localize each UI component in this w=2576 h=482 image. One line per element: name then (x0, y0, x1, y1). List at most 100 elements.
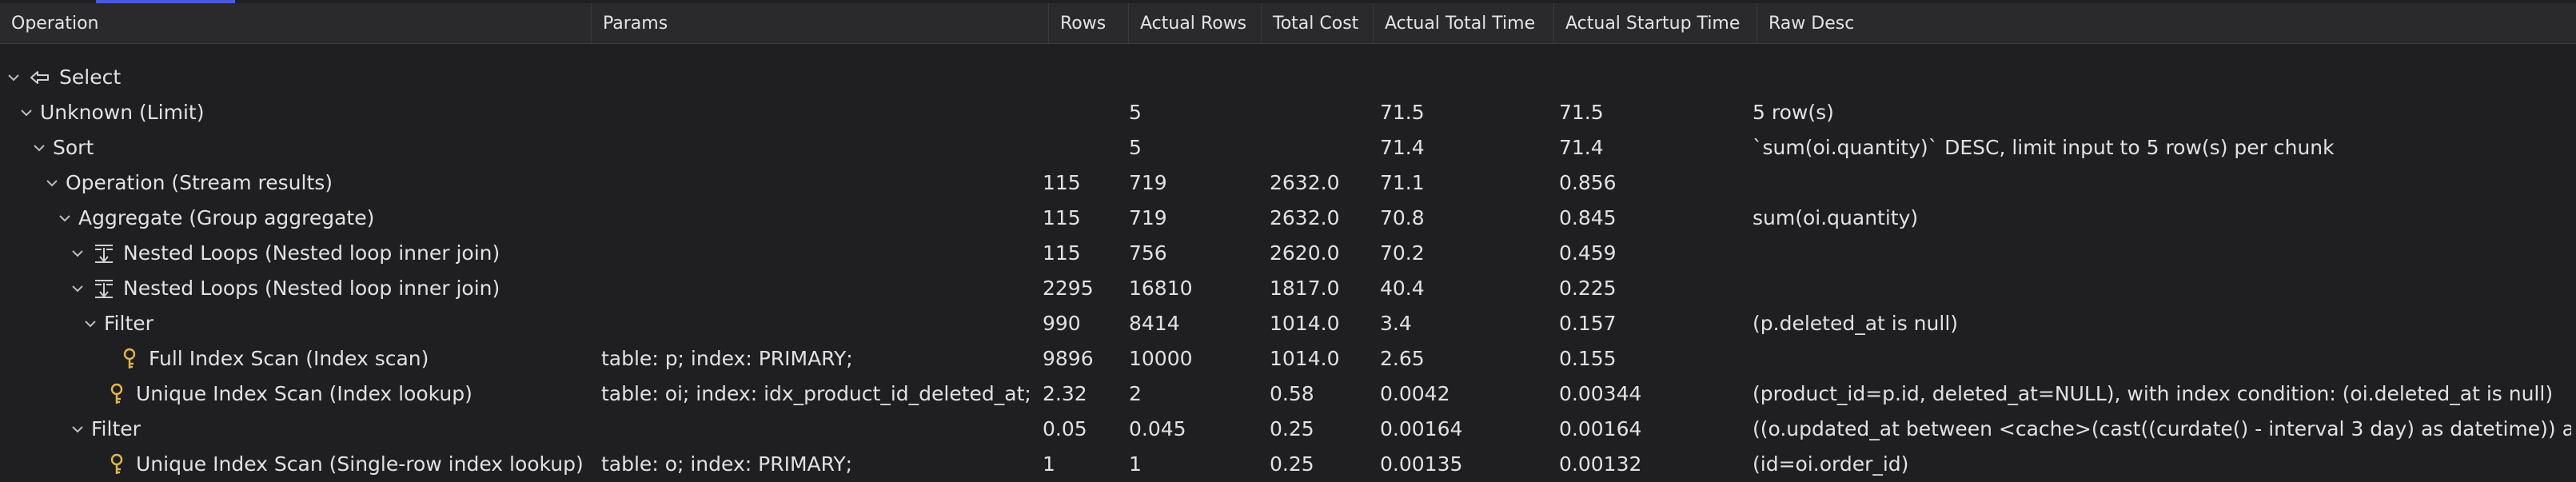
chevron-down-icon[interactable] (70, 422, 85, 436)
column-header-actual-total-time[interactable]: Actual Total Time (1374, 3, 1554, 43)
table-row[interactable]: Select (0, 60, 2576, 95)
params-cell: table: o; index: PRIMARY; (601, 452, 853, 476)
nested-loop-icon (91, 241, 117, 266)
operation-cell: Unique Index Scan (Single-row index look… (83, 447, 675, 482)
column-header-actual-startup-time[interactable]: Actual Startup Time (1554, 3, 1757, 43)
actual-total-time-cell: 71.1 (1380, 171, 1425, 194)
nested-loop-icon (91, 276, 117, 301)
actual-rows-cell: 8414 (1129, 312, 1180, 335)
actual-startup-time-cell: 0.845 (1559, 206, 1617, 229)
operation-label: Sort (53, 136, 94, 159)
table-row[interactable]: Unknown (Limit) 5 71.5 71.5 5 row(s) (0, 95, 2576, 130)
operation-cell: Sort (32, 130, 624, 165)
actual-total-time-cell: 0.0042 (1380, 382, 1450, 405)
actual-rows-cell: 719 (1129, 171, 1167, 194)
raw-desc-cell: (product_id=p.id, deleted_at=NULL), with… (1753, 382, 2554, 405)
chevron-down-icon[interactable] (58, 211, 72, 225)
rows-cell: 9896 (1043, 347, 1094, 370)
total-cost-cell: 2620.0 (1270, 241, 1340, 265)
column-header-rows[interactable]: Rows (1049, 3, 1129, 43)
table-row[interactable]: Nested Loops (Nested loop inner join) 115… (0, 236, 2576, 271)
column-header-label: Rows (1060, 13, 1107, 34)
actual-total-time-cell: 0.00164 (1380, 417, 1463, 440)
chevron-down-icon[interactable] (32, 141, 46, 155)
chevron-down-icon[interactable] (19, 106, 34, 120)
actual-startup-time-cell: 71.4 (1559, 136, 1604, 159)
total-cost-cell: 2632.0 (1270, 206, 1340, 229)
chevron-down-icon[interactable] (6, 70, 21, 85)
raw-desc-cell: (p.deleted_at is null) (1753, 312, 1959, 335)
rows-cell: 115 (1043, 171, 1081, 194)
table-row[interactable]: Unique Index Scan (Single-row index look… (0, 447, 2576, 482)
actual-startup-time-cell: 0.459 (1559, 241, 1617, 265)
params-cell (601, 201, 1039, 236)
rows-cell: 115 (1043, 206, 1081, 229)
total-cost-cell: 1014.0 (1270, 347, 1340, 370)
key-icon (117, 346, 142, 372)
actual-total-time-cell (1380, 60, 1556, 95)
raw-desc-cell (1753, 60, 2571, 95)
total-cost-cell (1270, 130, 1382, 165)
actual-rows-cell: 1 (1129, 452, 1142, 476)
operation-cell: Nested Loops (Nested loop inner join) (70, 236, 662, 271)
operation-label: Filter (91, 417, 141, 440)
column-header-label: Raw Desc (1769, 13, 1855, 34)
column-header-raw-desc[interactable]: Raw Desc (1757, 3, 2576, 43)
column-header-actual-rows[interactable]: Actual Rows (1129, 3, 1262, 43)
table-row[interactable]: Filter 0.05 0.045 0.25 0.00164 0.00164 ((o.upd… (0, 412, 2576, 447)
rows-cell (1043, 95, 1123, 130)
actual-startup-time-cell: 0.225 (1559, 277, 1617, 300)
actual-total-time-cell: 70.8 (1380, 206, 1425, 229)
operation-cell: Select (6, 60, 598, 95)
table-row[interactable]: Filter 990 8414 1014.0 3.4 0.157 (p.deleted_at… (0, 306, 2576, 341)
table-row[interactable]: Operation (Stream results) 115 719 2632.0 71… (0, 165, 2576, 201)
column-header-label: Actual Total Time (1385, 13, 1536, 34)
total-cost-cell (1270, 60, 1382, 95)
operation-cell: Unique Index Scan (Index lookup) (83, 376, 675, 412)
key-icon (104, 381, 130, 407)
params-cell (601, 165, 1039, 201)
actual-rows-cell: 719 (1129, 206, 1167, 229)
actual-rows-cell (1129, 60, 1257, 95)
chevron-down-icon[interactable] (83, 317, 98, 331)
rows-cell: 2.32 (1043, 382, 1087, 405)
operation-label: Full Index Scan (Index scan) (149, 347, 429, 370)
column-header-operation[interactable]: Operation (0, 3, 592, 43)
operation-cell: Full Index Scan (Index scan) (96, 341, 688, 376)
actual-rows-cell: 0.045 (1129, 417, 1186, 440)
chevron-down-icon[interactable] (45, 176, 59, 190)
operation-label: Nested Loops (Nested loop inner join) (123, 241, 500, 265)
actual-rows-cell: 756 (1129, 241, 1167, 265)
column-header-params[interactable]: Params (592, 3, 1049, 43)
table-row[interactable]: Unique Index Scan (Index lookup) table: o… (0, 376, 2576, 412)
plan-rows: Select Unknown (Limit) 5 71.5 71.5 5 row(s) So… (0, 43, 2576, 476)
operation-cell: Unknown (Limit) (19, 95, 611, 130)
chevron-down-icon[interactable] (70, 281, 85, 296)
column-header-total-cost[interactable]: Total Cost (1262, 3, 1374, 43)
operation-label: Unknown (Limit) (40, 101, 205, 124)
column-header-label: Params (603, 13, 668, 34)
params-cell (601, 60, 1039, 95)
raw-desc-cell: ((o.updated_at between <cache>(cast((cur… (1753, 417, 2571, 440)
active-tab-indicator (96, 0, 235, 3)
operation-cell: Filter (83, 306, 675, 341)
actual-rows-cell: 10000 (1129, 347, 1193, 370)
actual-total-time-cell: 71.5 (1380, 101, 1425, 124)
chevron-down-icon[interactable] (70, 246, 85, 261)
table-row[interactable]: Full Index Scan (Index scan) table: p; in… (0, 341, 2576, 376)
rows-cell: 990 (1043, 312, 1081, 335)
actual-total-time-cell: 2.65 (1380, 347, 1425, 370)
operation-cell: Operation (Stream results) (45, 165, 636, 201)
rows-cell: 1 (1043, 452, 1055, 476)
total-cost-cell: 1817.0 (1270, 277, 1340, 300)
total-cost-cell: 0.58 (1270, 382, 1314, 405)
params-cell (601, 412, 1039, 447)
table-row[interactable]: Aggregate (Group aggregate) 115 719 2632.0 7… (0, 201, 2576, 236)
tree-spacer (83, 387, 98, 401)
table-row[interactable]: Sort 5 71.4 71.4 `sum(oi.quantity)` DESC, li… (0, 130, 2576, 165)
table-row[interactable]: Nested Loops (Nested loop inner join) 229… (0, 271, 2576, 306)
params-cell: table: oi; index: idx_product_id_deleted… (601, 382, 1031, 405)
rows-cell (1043, 60, 1123, 95)
select-arrow-icon (27, 65, 53, 90)
